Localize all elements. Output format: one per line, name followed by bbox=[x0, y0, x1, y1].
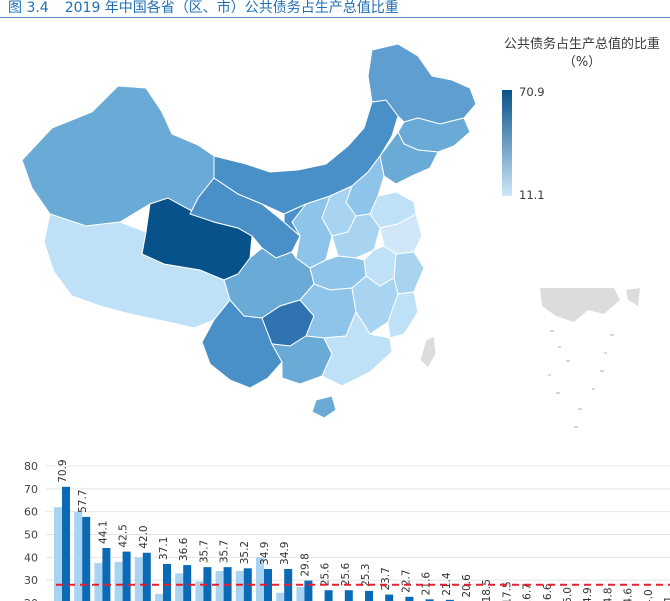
bar-light-10 bbox=[256, 557, 264, 601]
bar-light-8 bbox=[215, 571, 224, 601]
chart-data-labels: 70.9 57.7 44.1 42.5 42.0 37.1 36.6 35.7 35.7 35.2… bbox=[57, 459, 670, 601]
data-label-9: 35.2 bbox=[239, 541, 251, 564]
bar-light-3 bbox=[114, 561, 123, 601]
bar-dark-5 bbox=[163, 563, 171, 601]
legend-title-line1: 公共债务占生产总值的比重 bbox=[503, 37, 660, 52]
data-label-25: 15.0 bbox=[562, 587, 574, 601]
data-label-6: 36.6 bbox=[178, 537, 190, 561]
legend-title: 公共债务占生产总值的比重 （%） bbox=[482, 36, 670, 72]
data-label-11: 34.9 bbox=[279, 542, 291, 565]
title-rule bbox=[0, 17, 670, 18]
region-taiwan bbox=[419, 335, 437, 369]
legend-title-line2: （%） bbox=[562, 55, 602, 70]
data-label-12: 29.8 bbox=[299, 553, 311, 576]
south-sea-islands bbox=[548, 330, 614, 428]
data-label-14: 25.6 bbox=[340, 563, 352, 587]
region-zhejiang bbox=[393, 251, 425, 295]
region-hainan bbox=[311, 395, 337, 419]
bar-dark-10 bbox=[264, 568, 272, 601]
region-guangdong bbox=[321, 310, 393, 387]
data-label-27: 14.8 bbox=[602, 587, 614, 601]
bar-dark-6 bbox=[183, 565, 192, 601]
bar-light-1 bbox=[74, 511, 83, 601]
south-china-sea-inset bbox=[540, 288, 620, 322]
bar-chart: 80 70 60 50 40 30 20 70.9 57.7 44.1 42.5 42.0 37.1 3… bbox=[24, 459, 670, 601]
bar-light-9 bbox=[235, 571, 244, 601]
data-label-30: 11.1 bbox=[663, 596, 670, 601]
bar-dark-19 bbox=[445, 599, 454, 601]
data-label-10: 34.9 bbox=[259, 542, 271, 565]
y-tick-label-40: 40 bbox=[24, 551, 38, 564]
data-label-28: 14.6 bbox=[623, 588, 635, 601]
data-label-20: 20.6 bbox=[461, 574, 473, 598]
y-tick-label-20: 20 bbox=[24, 597, 38, 601]
legend-max-label: 70.9 bbox=[519, 85, 545, 99]
bar-dark-2 bbox=[102, 547, 111, 601]
bar-dark-1 bbox=[82, 516, 91, 601]
china-choropleth-map bbox=[21, 43, 640, 428]
data-label-21: 18.5 bbox=[481, 579, 493, 601]
bar-dark-12 bbox=[304, 580, 313, 601]
bar-light-4 bbox=[134, 557, 143, 601]
data-label-24: 16.6 bbox=[542, 583, 554, 601]
data-label-2: 44.1 bbox=[97, 521, 109, 544]
inset-land-right bbox=[626, 288, 640, 306]
data-label-15: 25.3 bbox=[360, 564, 372, 587]
bar-dark-18 bbox=[425, 599, 434, 601]
bar-dark-3 bbox=[122, 551, 131, 601]
chart-grid bbox=[46, 465, 670, 581]
region-xinjiang bbox=[21, 85, 215, 227]
data-label-1: 57.7 bbox=[77, 490, 89, 513]
bar-light-6 bbox=[175, 573, 184, 601]
y-tick-label-50: 50 bbox=[24, 529, 38, 542]
data-label-7: 35.7 bbox=[198, 540, 210, 563]
data-label-22: 17.5 bbox=[501, 581, 513, 601]
data-label-0: 70.9 bbox=[57, 459, 69, 482]
bar-light-7 bbox=[195, 581, 204, 601]
data-label-5: 37.1 bbox=[158, 537, 170, 560]
figure-number: 图 3.4 bbox=[8, 0, 49, 16]
data-label-29: 14.0 bbox=[643, 589, 655, 601]
legend-min-label: 11.1 bbox=[519, 188, 545, 202]
y-tick-label-30: 30 bbox=[24, 574, 38, 587]
figure-title-text: 2019 年中国各省（区、市）公共债务占生产总值比重 bbox=[64, 0, 399, 16]
y-axis: 80 70 60 50 40 30 20 bbox=[24, 460, 38, 601]
data-label-13: 25.6 bbox=[320, 563, 332, 587]
bar-light-0 bbox=[54, 507, 62, 601]
region-ningxia bbox=[283, 203, 307, 237]
bar-dark-13 bbox=[324, 590, 333, 601]
region-liaoning bbox=[379, 131, 439, 185]
data-label-4: 42.0 bbox=[138, 525, 150, 548]
data-label-26: 14.9 bbox=[582, 587, 594, 601]
y-tick-label-80: 80 bbox=[24, 460, 38, 473]
legend-color-bar bbox=[502, 90, 512, 196]
bar-dark-7 bbox=[203, 567, 212, 601]
bar-dark-15 bbox=[365, 590, 373, 601]
figure-title: 图 3.4 2019 年中国各省（区、市）公共债务占生产总值比重 bbox=[8, 0, 399, 17]
region-yunnan bbox=[201, 299, 283, 389]
bar-dark-14 bbox=[344, 590, 353, 601]
data-label-8: 35.7 bbox=[219, 540, 231, 563]
bar-light-12 bbox=[296, 587, 305, 601]
y-tick-label-70: 70 bbox=[24, 483, 38, 496]
bar-light-5 bbox=[155, 593, 163, 601]
bar-dark-17 bbox=[405, 596, 414, 601]
data-label-17: 22.7 bbox=[400, 569, 412, 592]
data-label-23: 16.7 bbox=[522, 583, 534, 601]
data-label-18: 21.6 bbox=[421, 572, 433, 596]
bar-dark-4 bbox=[142, 552, 151, 601]
y-tick-label-60: 60 bbox=[24, 506, 38, 519]
bar-light-11 bbox=[276, 592, 285, 601]
data-label-3: 42.5 bbox=[118, 524, 130, 547]
bar-dark-9 bbox=[243, 568, 252, 601]
bar-dark-0 bbox=[62, 486, 70, 601]
bar-light-2 bbox=[94, 563, 103, 601]
data-label-16: 23.7 bbox=[380, 567, 392, 590]
bar-dark-16 bbox=[385, 594, 394, 601]
